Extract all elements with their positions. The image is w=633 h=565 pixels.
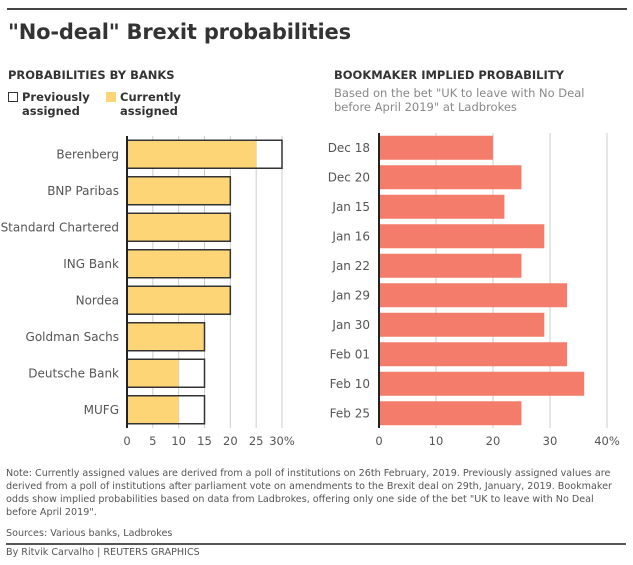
- category-label: Feb 10: [330, 377, 370, 391]
- bar-bookmaker: [379, 135, 493, 160]
- category-label: Dec 20: [328, 170, 370, 184]
- legend-swatch-previous: [8, 92, 18, 102]
- category-label: Standard Chartered: [1, 220, 119, 234]
- byline: By Ritvik Carvalho | REUTERS GRAPHICS: [6, 547, 200, 558]
- bookmaker-chart-title: BOOKMAKER IMPLIED PROBABILITY: [334, 68, 564, 82]
- category-label: Jan 29: [331, 288, 370, 302]
- category-label: Deutsche Bank: [28, 366, 119, 380]
- bookmaker-chart-subtitle: Based on the bet "UK to leave with No De…: [334, 86, 585, 114]
- legend-label-previous: Previously assigned: [22, 90, 90, 118]
- top-rule: [7, 8, 627, 10]
- category-label: MUFG: [84, 403, 119, 417]
- sources: Sources: Various banks, Ladbrokes: [6, 528, 173, 539]
- banks-chart-title: PROBABILITIES BY BANKS: [8, 68, 175, 82]
- bar-current: [127, 213, 231, 242]
- bar-current: [127, 176, 231, 205]
- bar-bookmaker: [379, 342, 568, 367]
- category-label: Feb 25: [330, 406, 370, 420]
- bar-current: [127, 286, 231, 315]
- category-label: Dec 18: [328, 141, 370, 155]
- bar-bookmaker: [379, 283, 568, 308]
- bar-bookmaker: [379, 371, 585, 396]
- x-tick-label: 0: [375, 434, 382, 448]
- x-tick-label: 10: [171, 434, 186, 448]
- x-tick-label: 30%: [269, 434, 295, 448]
- bar-bookmaker: [379, 224, 545, 249]
- page-title: "No-deal" Brexit probabilities: [8, 20, 351, 44]
- bar-bookmaker: [379, 253, 522, 278]
- legend-swatch-current: [106, 92, 116, 102]
- x-tick-label: 40%: [594, 434, 620, 448]
- category-label: Goldman Sachs: [26, 330, 119, 344]
- category-label: Jan 16: [331, 229, 370, 243]
- category-label: Jan 15: [331, 200, 370, 214]
- bar-bookmaker: [379, 194, 505, 219]
- category-label: BNP Paribas: [47, 184, 119, 198]
- bar-bookmaker: [379, 165, 522, 190]
- bar-current: [127, 322, 205, 351]
- category-label: Jan 30: [331, 318, 370, 332]
- category-label: Feb 01: [330, 347, 370, 361]
- x-tick-label: 20: [486, 434, 501, 448]
- x-tick-label: 25: [249, 434, 264, 448]
- bar-bookmaker: [379, 312, 545, 337]
- footnote: Note: Currently assigned values are deri…: [6, 468, 612, 518]
- legend-label-current: Currently assigned: [120, 90, 181, 118]
- bar-bookmaker: [379, 401, 522, 426]
- x-tick-label: 20: [223, 434, 238, 448]
- bar-current: [127, 359, 179, 388]
- bottom-rule: [6, 543, 626, 545]
- category-label: Berenberg: [56, 147, 119, 161]
- x-tick-label: 5: [149, 434, 156, 448]
- x-tick-label: 0: [123, 434, 130, 448]
- category-label: Nordea: [76, 293, 119, 307]
- category-label: ING Bank: [63, 257, 119, 271]
- bar-current: [127, 249, 231, 278]
- category-label: Jan 22: [331, 259, 370, 273]
- x-tick-label: 30: [543, 434, 558, 448]
- bar-current: [127, 395, 179, 424]
- x-tick-label: 10: [429, 434, 444, 448]
- bar-current: [127, 140, 257, 169]
- x-tick-label: 15: [197, 434, 212, 448]
